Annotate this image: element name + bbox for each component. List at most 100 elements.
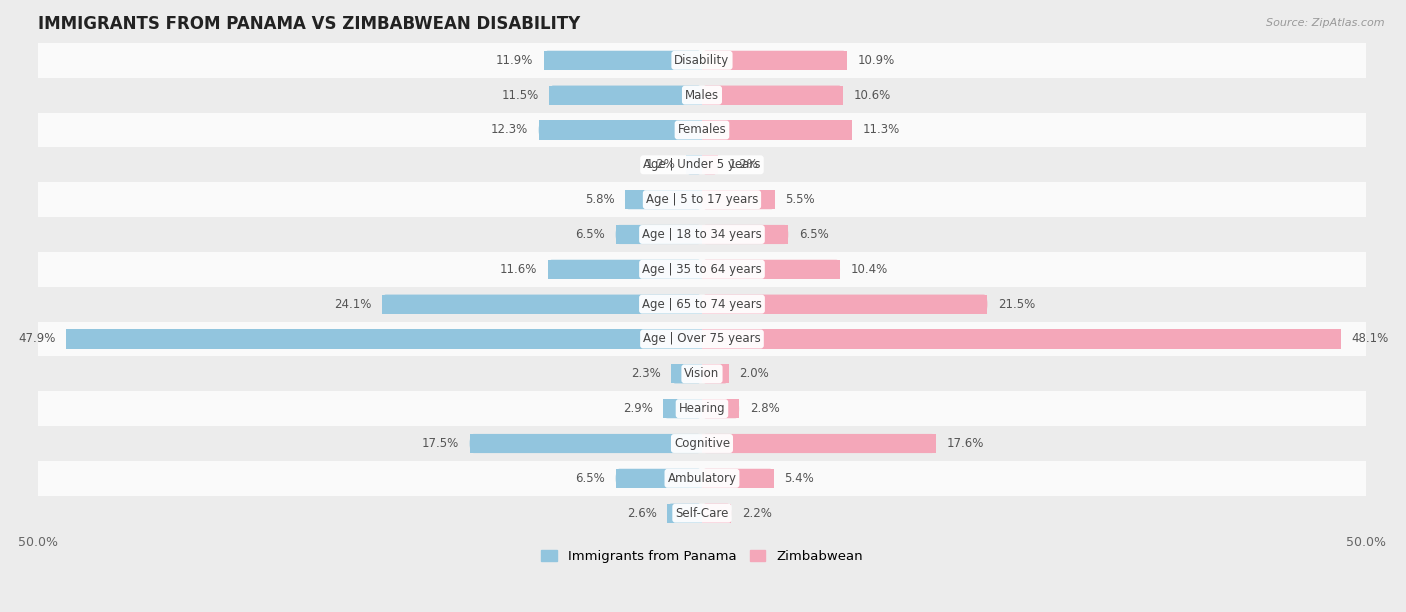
FancyBboxPatch shape <box>66 329 702 349</box>
Bar <box>38 113 1365 147</box>
FancyBboxPatch shape <box>672 364 702 383</box>
Bar <box>38 461 1365 496</box>
Text: Age | 65 to 74 years: Age | 65 to 74 years <box>643 297 762 311</box>
Text: 2.0%: 2.0% <box>740 367 769 380</box>
Text: 17.5%: 17.5% <box>422 437 458 450</box>
Text: 11.9%: 11.9% <box>496 54 533 67</box>
FancyBboxPatch shape <box>702 504 731 523</box>
Text: Self-Care: Self-Care <box>675 507 728 520</box>
FancyBboxPatch shape <box>702 259 839 279</box>
Text: 6.5%: 6.5% <box>575 472 605 485</box>
Bar <box>702 259 839 279</box>
Bar <box>66 329 702 349</box>
FancyBboxPatch shape <box>382 294 702 314</box>
FancyBboxPatch shape <box>664 399 702 418</box>
FancyBboxPatch shape <box>702 364 728 383</box>
Text: 11.3%: 11.3% <box>863 124 900 136</box>
Bar <box>702 504 731 523</box>
FancyBboxPatch shape <box>702 399 740 418</box>
Bar <box>38 147 1365 182</box>
Text: Age | Over 75 years: Age | Over 75 years <box>643 332 761 346</box>
Bar <box>702 469 773 488</box>
Bar <box>702 225 789 244</box>
Text: Hearing: Hearing <box>679 402 725 415</box>
Bar <box>616 225 702 244</box>
Text: Ambulatory: Ambulatory <box>668 472 737 485</box>
Text: Disability: Disability <box>675 54 730 67</box>
Text: 6.5%: 6.5% <box>575 228 605 241</box>
Text: Age | 5 to 17 years: Age | 5 to 17 years <box>645 193 758 206</box>
FancyBboxPatch shape <box>544 51 702 70</box>
Text: Cognitive: Cognitive <box>673 437 730 450</box>
Bar <box>616 469 702 488</box>
Text: 6.5%: 6.5% <box>799 228 828 241</box>
FancyBboxPatch shape <box>702 469 773 488</box>
Text: 10.4%: 10.4% <box>851 263 889 276</box>
Bar <box>702 155 718 174</box>
FancyBboxPatch shape <box>702 155 718 174</box>
Bar <box>38 426 1365 461</box>
Bar <box>702 434 935 453</box>
Bar <box>38 252 1365 287</box>
Bar <box>382 294 702 314</box>
Bar <box>668 504 702 523</box>
FancyBboxPatch shape <box>626 190 702 209</box>
FancyBboxPatch shape <box>616 225 702 244</box>
Text: 1.2%: 1.2% <box>645 159 675 171</box>
Bar <box>550 86 702 105</box>
Text: 2.6%: 2.6% <box>627 507 657 520</box>
Text: 2.3%: 2.3% <box>631 367 661 380</box>
Bar <box>702 121 852 140</box>
Bar <box>38 356 1365 391</box>
Bar <box>544 51 702 70</box>
Text: 5.4%: 5.4% <box>785 472 814 485</box>
Text: Source: ZipAtlas.com: Source: ZipAtlas.com <box>1267 18 1385 28</box>
Bar <box>38 321 1365 356</box>
Bar <box>38 391 1365 426</box>
Bar <box>702 364 728 383</box>
FancyBboxPatch shape <box>702 86 842 105</box>
Text: Age | Under 5 years: Age | Under 5 years <box>643 159 761 171</box>
Bar <box>702 86 842 105</box>
FancyBboxPatch shape <box>548 259 702 279</box>
Text: 5.8%: 5.8% <box>585 193 614 206</box>
Text: 47.9%: 47.9% <box>18 332 55 346</box>
FancyBboxPatch shape <box>702 51 846 70</box>
Text: Age | 35 to 64 years: Age | 35 to 64 years <box>643 263 762 276</box>
Bar <box>38 217 1365 252</box>
Text: Vision: Vision <box>685 367 720 380</box>
Text: 10.9%: 10.9% <box>858 54 894 67</box>
Bar <box>702 399 740 418</box>
Bar <box>38 287 1365 321</box>
Text: Age | 18 to 34 years: Age | 18 to 34 years <box>643 228 762 241</box>
Bar <box>38 43 1365 78</box>
Bar <box>38 496 1365 531</box>
Bar <box>672 364 702 383</box>
Text: Males: Males <box>685 89 718 102</box>
Text: 10.6%: 10.6% <box>853 89 890 102</box>
FancyBboxPatch shape <box>702 294 987 314</box>
Text: 2.9%: 2.9% <box>623 402 652 415</box>
Text: 5.5%: 5.5% <box>786 193 815 206</box>
Text: 17.6%: 17.6% <box>946 437 984 450</box>
Text: 2.8%: 2.8% <box>749 402 779 415</box>
Bar <box>626 190 702 209</box>
Bar <box>702 51 846 70</box>
FancyBboxPatch shape <box>702 225 789 244</box>
FancyBboxPatch shape <box>550 86 702 105</box>
Text: 11.5%: 11.5% <box>502 89 538 102</box>
FancyBboxPatch shape <box>616 469 702 488</box>
FancyBboxPatch shape <box>470 434 702 453</box>
FancyBboxPatch shape <box>702 121 852 140</box>
Bar <box>702 190 775 209</box>
Bar <box>702 329 1340 349</box>
Text: 21.5%: 21.5% <box>998 297 1035 311</box>
Text: 11.6%: 11.6% <box>501 263 537 276</box>
FancyBboxPatch shape <box>702 329 1340 349</box>
FancyBboxPatch shape <box>702 434 935 453</box>
Text: 1.2%: 1.2% <box>728 159 758 171</box>
Text: 2.2%: 2.2% <box>742 507 772 520</box>
Bar <box>686 155 702 174</box>
Bar <box>470 434 702 453</box>
FancyBboxPatch shape <box>702 190 775 209</box>
